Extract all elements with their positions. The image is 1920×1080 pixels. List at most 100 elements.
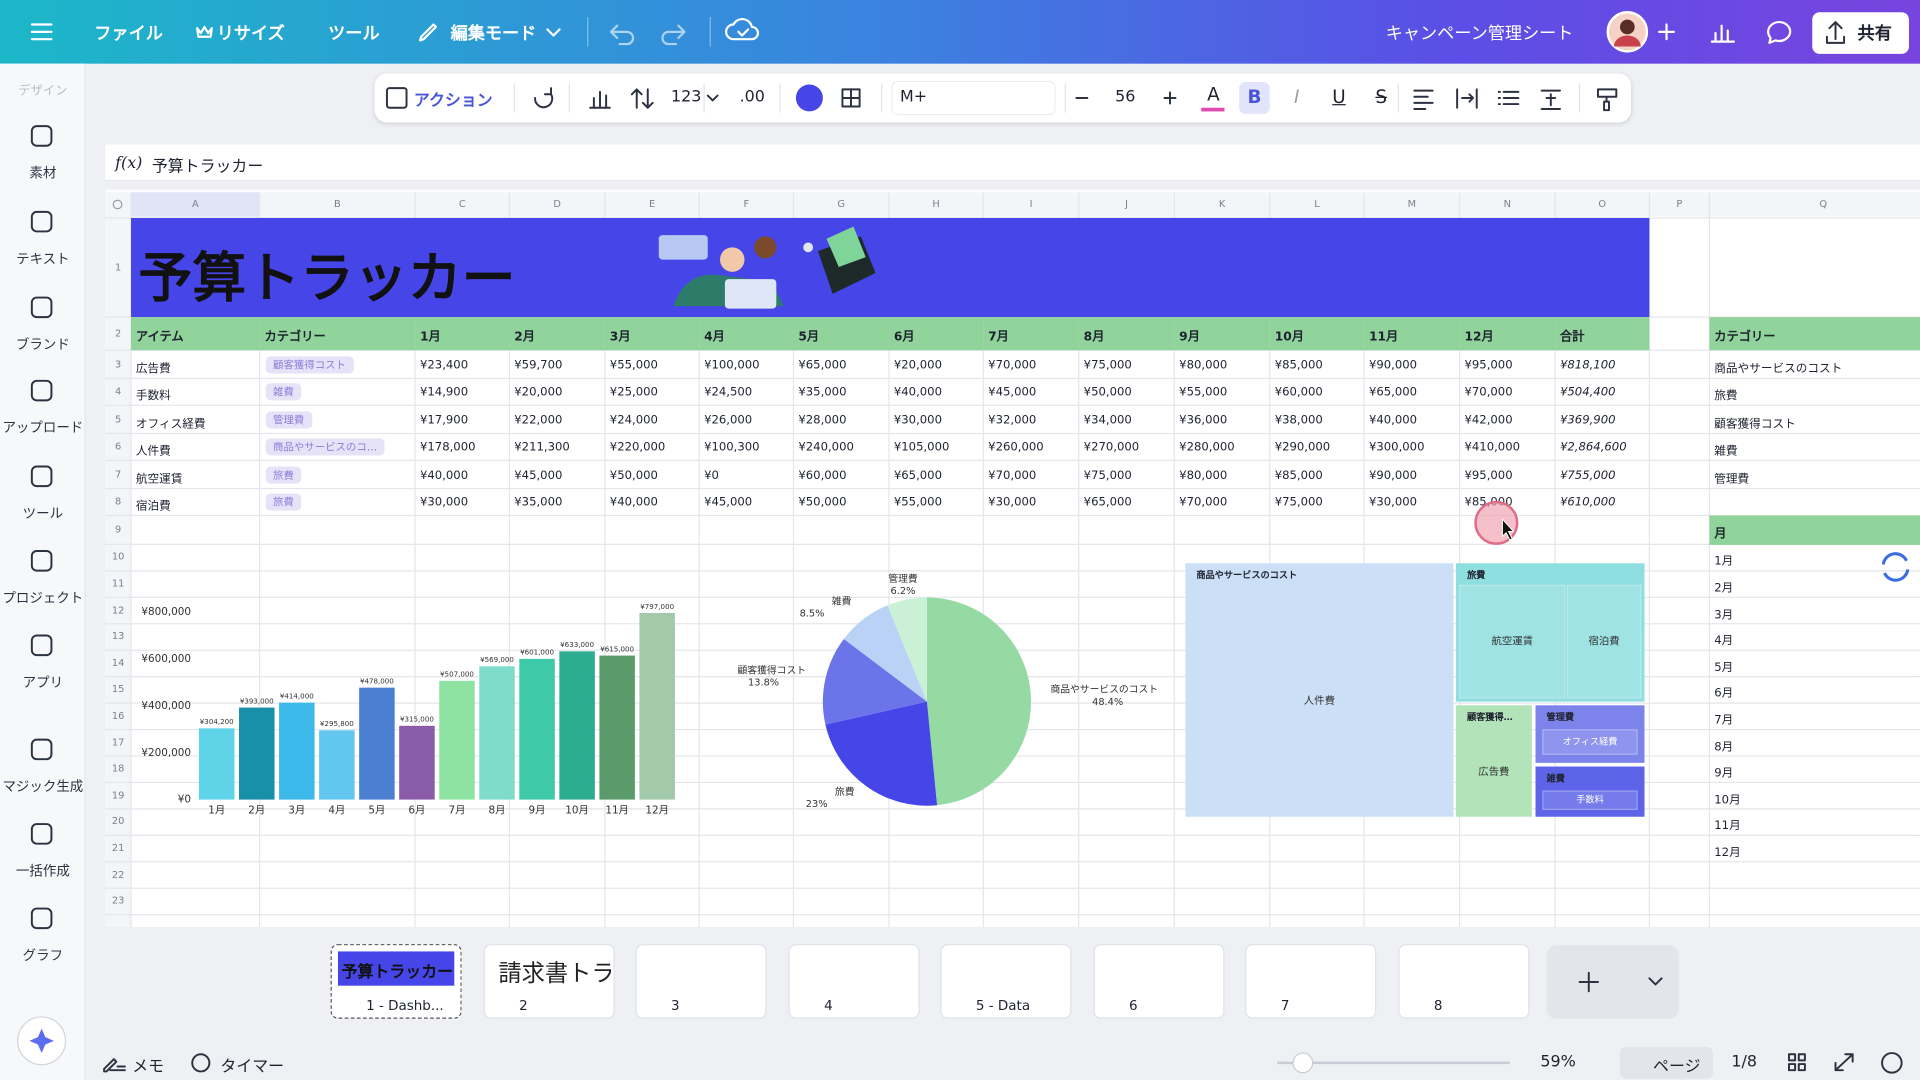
value-cell[interactable]: ¥32,000 <box>988 413 1037 427</box>
sidebar-item[interactable]: アプリ <box>22 674 64 691</box>
value-cell[interactable]: ¥55,000 <box>1179 385 1228 400</box>
side-month[interactable]: 10月 <box>1714 793 1741 807</box>
value-cell[interactable]: ¥14,900 <box>419 385 469 400</box>
format-button[interactable]: B <box>1247 85 1262 108</box>
value-cell[interactable]: ¥95,000 <box>1464 358 1513 372</box>
item-cell[interactable]: オフィス経費 <box>135 416 206 431</box>
value-cell[interactable]: ¥17,900 <box>419 413 469 427</box>
value-cell[interactable]: ¥75,000 <box>1274 495 1323 510</box>
total-cell[interactable]: ¥2,864,600 <box>1559 440 1627 455</box>
side-month[interactable]: 9月 <box>1714 766 1734 781</box>
value-cell[interactable]: ¥38,000 <box>1274 413 1323 427</box>
value-cell[interactable]: ¥240,000 <box>798 440 854 455</box>
value-cell[interactable]: ¥20,000 <box>893 358 942 372</box>
side-month[interactable]: 2月 <box>1714 581 1734 596</box>
value-cell[interactable]: ¥0 <box>704 468 719 482</box>
format-button[interactable]: I <box>1294 85 1300 108</box>
value-cell[interactable]: ¥55,000 <box>609 358 658 372</box>
side-category[interactable]: 顧客獲得コスト <box>1714 416 1796 431</box>
page-label[interactable]: 3 <box>671 997 680 1014</box>
doc-title[interactable]: キャンペーン管理シート <box>1385 24 1574 45</box>
page-label[interactable]: 1 - Dashb... <box>366 997 444 1014</box>
value-cell[interactable]: ¥25,000 <box>609 385 658 400</box>
value-cell[interactable]: ¥80,000 <box>1179 358 1228 372</box>
menu-item[interactable]: ツール <box>328 24 380 45</box>
item-cell[interactable]: 人件費 <box>135 444 171 458</box>
value-cell[interactable]: ¥100,000 <box>704 358 760 372</box>
value-cell[interactable]: ¥45,000 <box>704 495 753 510</box>
format-button[interactable]: S <box>1375 85 1388 108</box>
font-size[interactable]: 56 <box>1115 88 1136 107</box>
view-label[interactable]: ページ <box>1653 1057 1701 1077</box>
value-cell[interactable]: ¥80,000 <box>1179 468 1228 482</box>
value-cell[interactable]: ¥270,000 <box>1083 440 1140 455</box>
side-month[interactable]: 3月 <box>1714 608 1734 622</box>
side-category[interactable]: 旅費 <box>1714 389 1738 403</box>
value-cell[interactable]: ¥100,300 <box>704 440 760 455</box>
value-cell[interactable]: ¥50,000 <box>609 468 658 482</box>
value-cell[interactable]: ¥50,000 <box>1083 385 1132 400</box>
total-cell[interactable]: ¥504,400 <box>1559 385 1616 400</box>
value-cell[interactable]: ¥59,700 <box>514 358 563 372</box>
value-cell[interactable]: ¥30,000 <box>1368 495 1418 510</box>
value-cell[interactable]: ¥90,000 <box>1368 468 1418 482</box>
value-cell[interactable]: ¥40,000 <box>609 495 658 510</box>
value-cell[interactable]: ¥70,000 <box>1179 495 1228 510</box>
total-cell[interactable]: ¥755,000 <box>1559 468 1616 482</box>
side-category[interactable]: 管理費 <box>1714 472 1750 486</box>
side-month[interactable]: 12月 <box>1714 846 1741 860</box>
zoom[interactable]: 59% <box>1540 1053 1576 1072</box>
value-cell[interactable]: ¥50,000 <box>798 495 847 510</box>
value-cell[interactable]: ¥65,000 <box>1083 495 1132 510</box>
format-button[interactable]: U <box>1332 85 1346 108</box>
value-cell[interactable]: ¥42,000 <box>1464 413 1513 427</box>
page-label[interactable]: 5 - Data <box>975 997 1031 1014</box>
sidebar-item[interactable]: ツール <box>22 505 64 522</box>
value-cell[interactable]: ¥90,000 <box>1368 358 1418 372</box>
category-pill[interactable]: 旅費 <box>265 465 302 484</box>
category-pill[interactable]: 管理費 <box>265 410 312 428</box>
side-month[interactable]: 8月 <box>1714 740 1734 754</box>
side-month[interactable]: 7月 <box>1714 713 1734 728</box>
value-cell[interactable]: ¥85,000 <box>1464 495 1513 510</box>
value-cell[interactable]: ¥40,000 <box>1368 413 1418 427</box>
value-cell[interactable]: ¥45,000 <box>514 468 563 482</box>
total-cell[interactable]: ¥369,900 <box>1559 413 1616 427</box>
value-cell[interactable]: ¥290,000 <box>1274 440 1331 455</box>
value-cell[interactable]: ¥410,000 <box>1464 440 1521 455</box>
value-cell[interactable]: ¥85,000 <box>1274 358 1323 372</box>
number-format[interactable]: 123 <box>671 88 702 107</box>
value-cell[interactable]: ¥300,000 <box>1368 440 1425 455</box>
value-cell[interactable]: ¥65,000 <box>893 468 942 482</box>
item-cell[interactable]: 手数料 <box>135 389 171 403</box>
page-label[interactable]: 7 <box>1280 997 1290 1014</box>
menu-item[interactable]: ファイル <box>94 24 163 45</box>
sidebar-item[interactable]: 一括作成 <box>15 863 70 880</box>
side-category[interactable]: 商品やサービスのコスト <box>1714 361 1843 376</box>
value-cell[interactable]: ¥85,000 <box>1274 468 1323 482</box>
sidebar-item[interactable]: アップロード <box>2 419 84 436</box>
value-cell[interactable]: ¥36,000 <box>1179 413 1228 427</box>
side-month[interactable]: 5月 <box>1714 660 1734 675</box>
page-label[interactable]: 4 <box>824 997 833 1014</box>
value-cell[interactable]: ¥40,000 <box>893 385 942 400</box>
value-cell[interactable]: ¥70,000 <box>988 358 1037 372</box>
sidebar-item[interactable]: グラフ <box>22 947 64 964</box>
sidebar-item[interactable]: ブランド <box>15 336 70 353</box>
value-cell[interactable]: ¥95,000 <box>1464 468 1513 482</box>
add-page-button[interactable] <box>1546 945 1679 1019</box>
value-cell[interactable]: ¥65,000 <box>798 358 847 372</box>
sidebar-item[interactable]: テキスト <box>16 251 70 267</box>
share-label[interactable]: 共有 <box>1857 24 1892 45</box>
page-thumbnail[interactable] <box>788 944 920 1019</box>
value-cell[interactable]: ¥105,000 <box>893 440 950 455</box>
value-cell[interactable]: ¥34,000 <box>1083 413 1132 427</box>
item-cell[interactable]: 広告費 <box>135 361 171 376</box>
total-cell[interactable]: ¥818,100 <box>1559 358 1616 372</box>
menu-item[interactable]: リサイズ <box>216 24 285 45</box>
action-button[interactable]: アクション <box>413 91 493 111</box>
value-cell[interactable]: ¥23,400 <box>419 358 469 372</box>
value-cell[interactable]: ¥30,000 <box>988 495 1037 510</box>
value-cell[interactable]: ¥70,000 <box>988 468 1037 482</box>
page-thumbnail[interactable] <box>940 944 1072 1019</box>
